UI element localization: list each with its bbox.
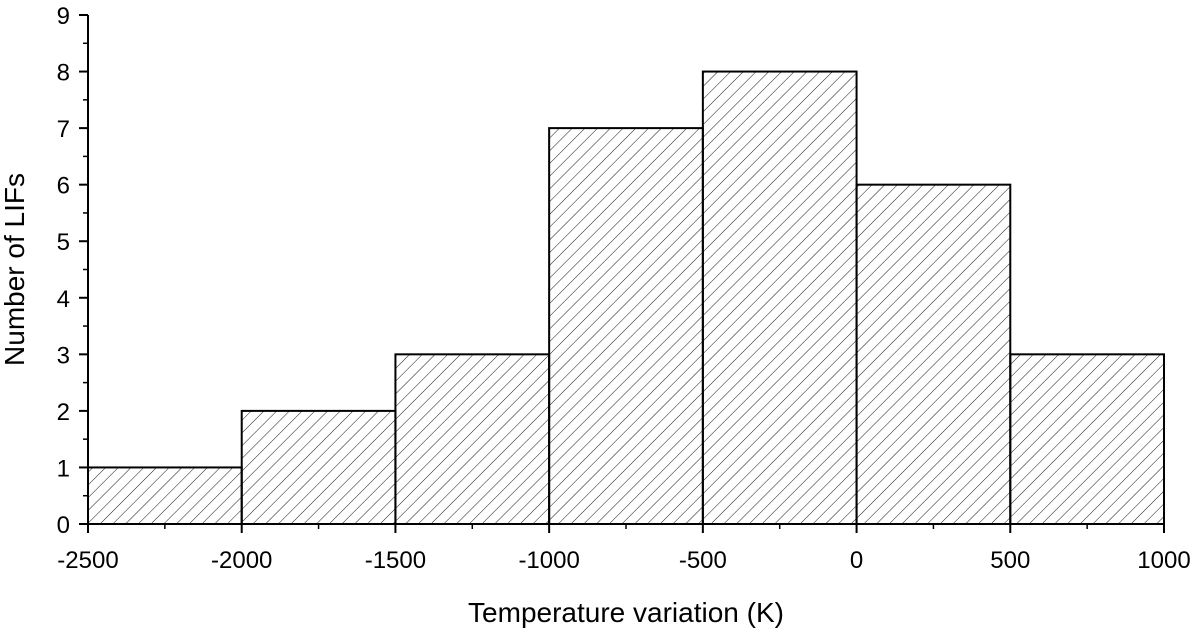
histogram-bar: [394, 353, 551, 526]
histogram-bar: [240, 409, 397, 525]
x-tick-label: 1000: [1137, 547, 1190, 574]
x-ticks: -2500 -2000 -1500 -1000 -500 0 500 1000: [57, 524, 1191, 574]
histogram-bar: [701, 70, 858, 526]
y-tick-label: 3: [57, 342, 70, 369]
x-tick-label: 0: [850, 547, 863, 574]
y-tick-label: 8: [57, 60, 70, 87]
y-ticks: 0 1 2 3 4 5 6 7 8 9: [57, 3, 88, 539]
y-tick-label: 2: [57, 399, 70, 426]
x-tick-label: -1500: [365, 547, 426, 574]
y-tick-label: 5: [57, 229, 70, 256]
histogram-bar: [1009, 353, 1165, 526]
y-tick-label: 7: [57, 116, 70, 143]
bars-layer: [87, 70, 1165, 526]
histogram-bar: [87, 466, 243, 526]
y-tick-label: 0: [57, 512, 70, 539]
x-tick-label: -500: [679, 547, 727, 574]
x-tick-label: -1000: [518, 547, 579, 574]
x-tick-label: -2500: [57, 547, 118, 574]
y-tick-label: 6: [57, 173, 70, 200]
histogram-bar: [855, 183, 1012, 526]
y-axis-title: Number of LIFs: [0, 173, 30, 366]
y-tick-label: 9: [57, 3, 70, 30]
x-tick-label: -2000: [211, 547, 272, 574]
y-tick-label: 1: [57, 455, 70, 482]
x-axis-title: Temperature variation (K): [468, 597, 784, 628]
histogram-bar: [548, 127, 704, 525]
x-tick-label: 500: [990, 547, 1030, 574]
y-tick-label: 4: [57, 286, 70, 313]
